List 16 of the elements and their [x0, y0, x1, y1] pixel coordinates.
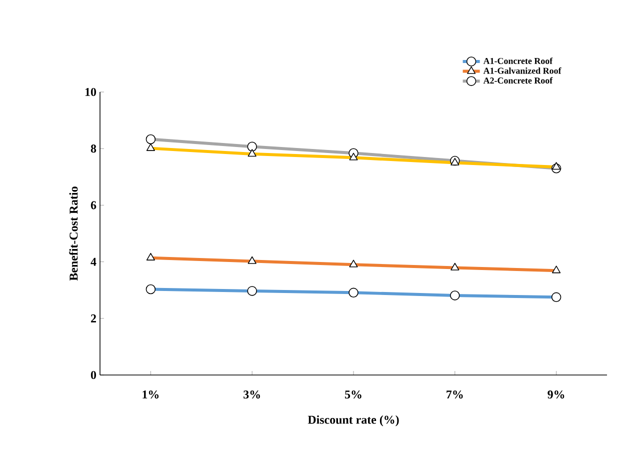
y-axis-title: Benefit-Cost Ratio [69, 186, 78, 281]
x-tick-label: 1% [142, 390, 159, 399]
y-tick-label: 10 [85, 88, 96, 96]
legend-label: A1-Concrete Roof [483, 58, 553, 64]
y-tick-label: 2 [91, 314, 96, 322]
x-tick-label: 5% [345, 390, 362, 399]
y-tick-label: 6 [90, 201, 96, 210]
x-axis-title: Discount rate (%) [308, 415, 399, 426]
y-tick-label: 8 [90, 144, 96, 153]
x-tick-label: 9% [548, 390, 564, 399]
x-tick-label: 7% [446, 390, 463, 399]
y-tick-label: 4 [90, 258, 96, 266]
x-tick-label: 3% [244, 390, 260, 399]
y-tick-label: 0 [90, 370, 96, 380]
legend-label: A1-Galvanized Roof [483, 67, 562, 74]
legend-label: A2-Concrete Roof [483, 77, 553, 84]
